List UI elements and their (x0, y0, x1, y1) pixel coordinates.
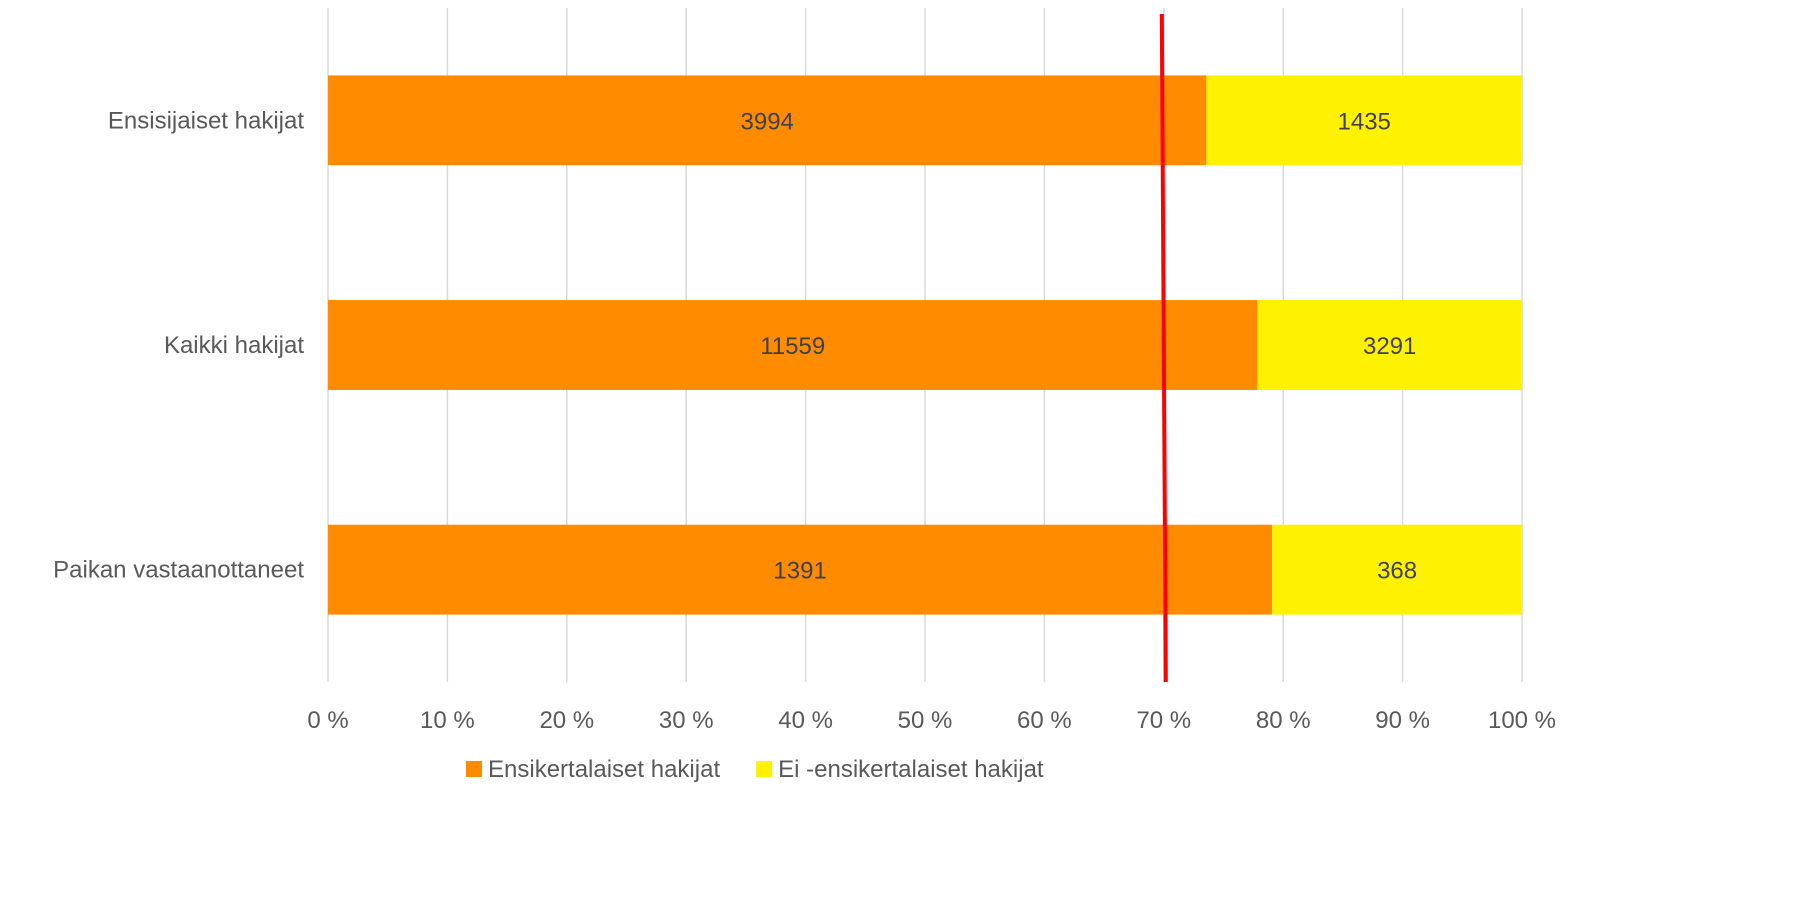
reference-line (1159, 13, 1168, 683)
data-label: 11559 (760, 333, 825, 360)
category-label: Kaikki hakijat (164, 332, 304, 359)
x-tick-label: 20 % (539, 707, 594, 734)
reference-lines (1159, 13, 1168, 683)
data-label: 3994 (741, 108, 794, 135)
bars (328, 75, 1522, 615)
x-tick-label: 30 % (659, 707, 714, 734)
legend-label: Ensikertalaiset hakijat (488, 756, 720, 783)
bar-segment (328, 524, 1273, 615)
data-label: 1391 (773, 558, 826, 585)
bar-segment (1257, 300, 1522, 390)
x-tick-label: 70 % (1136, 707, 1191, 734)
bar-segment (328, 300, 1258, 390)
data-label: 3291 (1363, 333, 1416, 360)
x-tick-label: 80 % (1256, 707, 1311, 734)
x-tick-label: 0 % (307, 707, 348, 734)
legend-swatch (466, 761, 482, 777)
x-tick-label: 50 % (898, 707, 953, 734)
labels: 0 % 10 % 20 % 30 % 40 % 50 % 60 % 70 % 80 % 90 % 1… (53, 107, 1556, 734)
x-tick-label: 100 % (1488, 707, 1556, 734)
x-tick-label: 60 % (1017, 707, 1072, 734)
bar-segment (328, 75, 1207, 166)
x-tick-label: 10 % (420, 707, 475, 734)
category-label: Paikan vastaanottaneet (53, 557, 304, 584)
x-tick-label: 40 % (778, 707, 833, 734)
legend-label: Ei -ensikertalaiset hakijat (778, 756, 1044, 783)
x-tick-label: 90 % (1375, 707, 1430, 734)
bar-segment (1206, 75, 1522, 166)
data-label: 368 (1377, 558, 1417, 585)
bar-segment (1272, 524, 1522, 615)
category-label: Ensisijaiset hakijat (108, 107, 304, 134)
data-label: 1435 (1338, 108, 1391, 135)
legend: Ensikertalaiset hakijat Ei -ensikertalais… (466, 756, 1044, 783)
legend-swatch (756, 761, 773, 777)
